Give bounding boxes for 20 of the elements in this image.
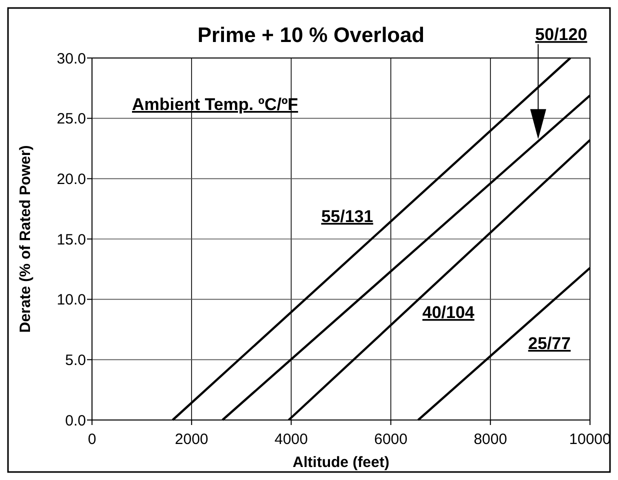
text: 50/120 <box>535 25 588 44</box>
x-tick-label: 6000 <box>374 431 408 448</box>
y-tick-label: 0.0 <box>65 412 86 430</box>
y-tick-label: 25.0 <box>56 110 86 128</box>
series-label: 55/131 <box>321 206 374 226</box>
x-tick-label: 2000 <box>174 431 208 448</box>
x-tick-label: 8000 <box>474 431 508 448</box>
y-tick-label: 5.0 <box>65 352 86 369</box>
x-axis-title: Altitude (feet) <box>292 454 390 471</box>
y-tick-label: 15.0 <box>56 231 86 248</box>
y-tick-label: 30.0 <box>56 50 86 68</box>
x-tick-label: 10000 <box>569 431 611 448</box>
x-tick-label: 4000 <box>274 431 308 448</box>
series-label: 40/104 <box>422 303 475 322</box>
y-axis-title: Derate (% of Rated Power) <box>17 145 34 333</box>
y-tick-label: 10.0 <box>56 292 86 309</box>
x-tick-label: 0 <box>88 431 96 448</box>
series-label: 25/77 <box>528 334 571 353</box>
chart-title: Prime + 10 % Overload <box>197 24 425 47</box>
y-tick-label: 20.0 <box>56 170 86 188</box>
